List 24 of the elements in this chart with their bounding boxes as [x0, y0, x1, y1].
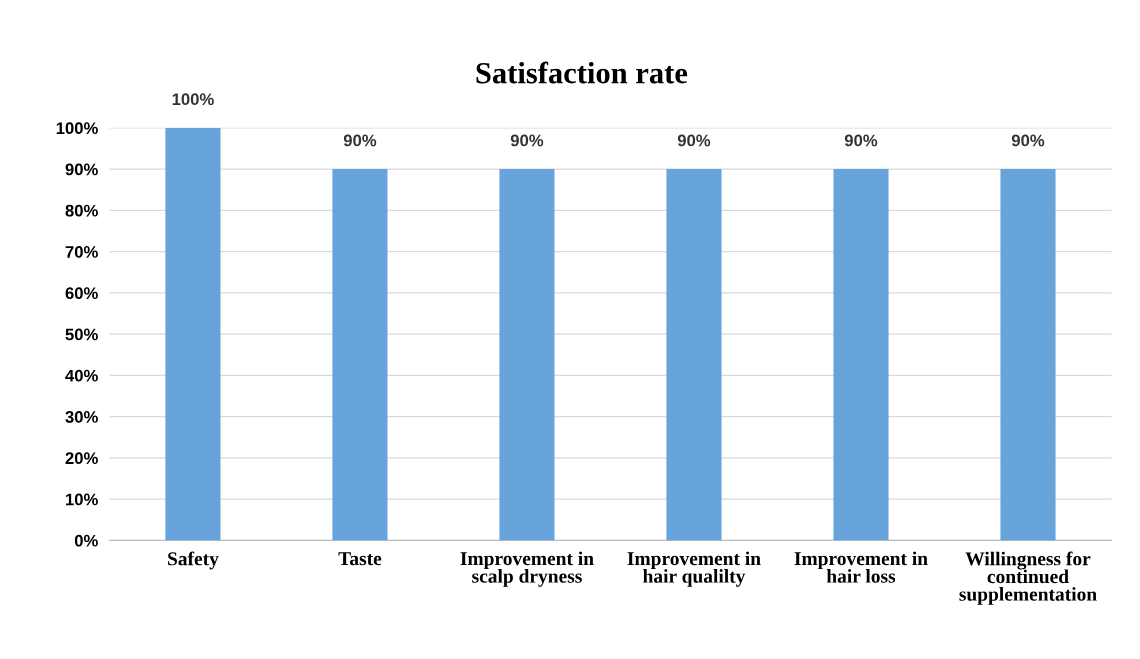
y-tick-label: 80%	[65, 204, 98, 217]
y-tick-label: 30%	[65, 411, 98, 423]
x-tick-label: Improvement in hair loss	[794, 551, 928, 583]
y-tick-label: 70%	[65, 246, 98, 258]
y-tick-label: 90%	[65, 163, 98, 176]
y-tick-label: 60%	[65, 287, 98, 300]
x-tick-label: Improvement in scalp dryness	[460, 551, 594, 587]
chart-title: Satisfaction rate	[476, 61, 688, 84]
y-tick-label: 50%	[65, 328, 98, 341]
y-tick-label: 0%	[74, 534, 98, 547]
y-tick-label: 40%	[65, 369, 98, 382]
x-tick-label: Safety	[168, 551, 219, 570]
data-label: 90%	[343, 134, 377, 147]
data-label: 90%	[677, 134, 711, 147]
y-tick-label: 20%	[65, 452, 98, 465]
x-tick-label: Taste	[338, 552, 382, 566]
data-label: 100%	[172, 93, 214, 106]
data-label: 90%	[1011, 134, 1045, 147]
y-tick-label: 10%	[66, 493, 98, 506]
data-label: 90%	[510, 134, 544, 147]
x-tick-label: Improvement in hair qualilty	[627, 551, 761, 587]
data-label: 90%	[844, 134, 878, 147]
x-tick-label: Willingness for continued supplementation	[959, 551, 1097, 605]
y-tick-label: 100%	[56, 122, 98, 135]
